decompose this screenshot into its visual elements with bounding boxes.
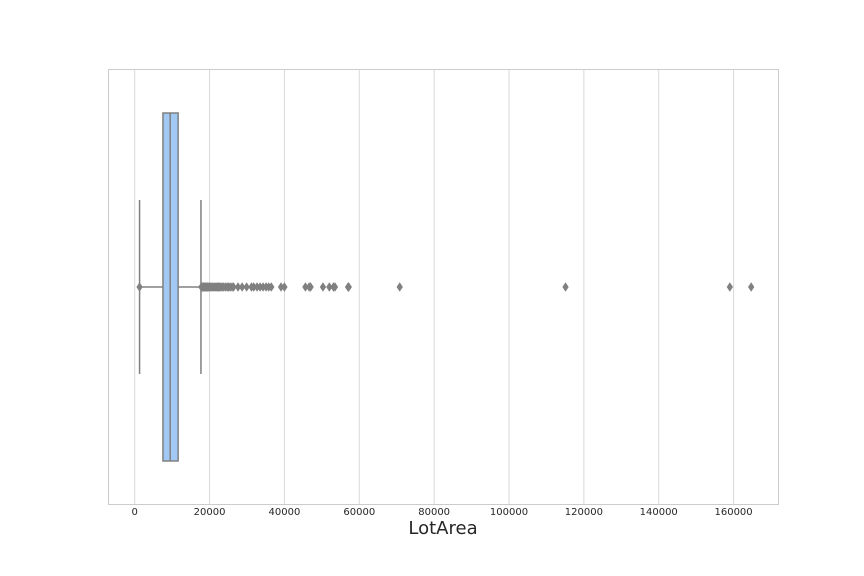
outlier-point: [319, 282, 327, 292]
outlier-points: [136, 282, 755, 292]
outlier-point: [234, 282, 242, 292]
outlier-point: [726, 282, 734, 292]
x-tick-label: 60000: [343, 507, 375, 518]
outlier-point: [748, 282, 755, 292]
x-tick-label: 0: [132, 507, 138, 518]
x-tick-label: 20000: [194, 507, 226, 518]
outlier-point: [230, 282, 237, 292]
outlier-point: [136, 282, 143, 292]
outlier-point: [326, 282, 333, 292]
grid-lines: [134, 69, 735, 505]
outlier-point: [396, 282, 403, 292]
outlier-point: [307, 282, 314, 292]
x-axis-label: LotArea: [408, 518, 477, 539]
x-tick-label: 160000: [714, 507, 752, 518]
outlier-point: [331, 282, 339, 292]
plot-frame: [108, 69, 779, 505]
x-tick-label: 120000: [565, 507, 603, 518]
outlier-point: [243, 282, 250, 292]
x-tick-label: 100000: [490, 507, 528, 518]
outlier-point: [238, 282, 246, 292]
x-tick-label: 40000: [269, 507, 301, 518]
x-tick-label: 140000: [640, 507, 678, 518]
x-tick-labels: 0 20000 40000 60000 80000 100000 120000 140000 1…: [132, 507, 753, 518]
x-tick-label: 80000: [418, 507, 450, 518]
outlier-point: [562, 282, 569, 292]
outlier-point: [281, 282, 288, 292]
outlier-point: [268, 282, 275, 292]
box-plot: [138, 112, 202, 462]
outlier-point: [345, 282, 352, 292]
